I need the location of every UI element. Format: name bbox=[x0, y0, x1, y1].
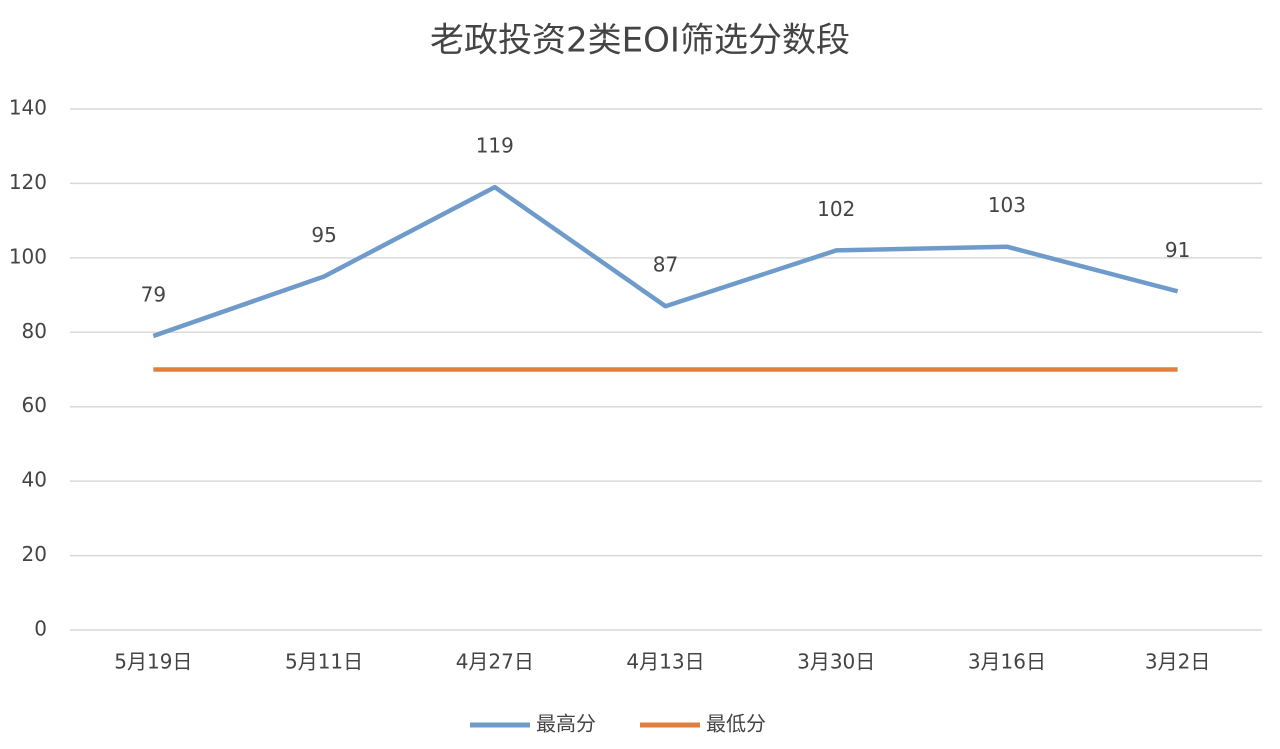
x-tick-label: 4月13日 bbox=[626, 650, 704, 674]
data-label: 79 bbox=[141, 283, 166, 307]
data-label: 87 bbox=[653, 253, 678, 277]
data-label: 119 bbox=[476, 134, 514, 158]
y-tick-label: 120 bbox=[9, 170, 47, 194]
legend-label: 最低分 bbox=[706, 712, 766, 736]
x-tick-label: 5月11日 bbox=[285, 650, 363, 674]
x-tick-label: 5月19日 bbox=[114, 650, 192, 674]
x-tick-label: 4月27日 bbox=[456, 650, 534, 674]
data-label: 95 bbox=[311, 223, 336, 247]
data-label: 102 bbox=[817, 197, 855, 221]
y-tick-label: 40 bbox=[22, 468, 47, 492]
x-tick-label: 3月2日 bbox=[1145, 650, 1210, 674]
y-tick-label: 20 bbox=[22, 542, 47, 566]
y-tick-label: 100 bbox=[9, 244, 47, 268]
y-tick-label: 60 bbox=[22, 393, 47, 417]
data-label: 91 bbox=[1165, 238, 1190, 262]
x-tick-label: 3月16日 bbox=[968, 650, 1046, 674]
legend-label: 最高分 bbox=[536, 712, 596, 736]
chart-title: 老政投资2类EOI筛选分数段 bbox=[430, 21, 850, 61]
y-tick-label: 80 bbox=[22, 319, 47, 343]
series-line bbox=[152, 184, 1179, 339]
y-tick-label: 140 bbox=[9, 96, 47, 120]
x-tick-label: 3月30日 bbox=[797, 650, 875, 674]
y-tick-label: 0 bbox=[34, 617, 47, 641]
data-label: 103 bbox=[988, 193, 1026, 217]
